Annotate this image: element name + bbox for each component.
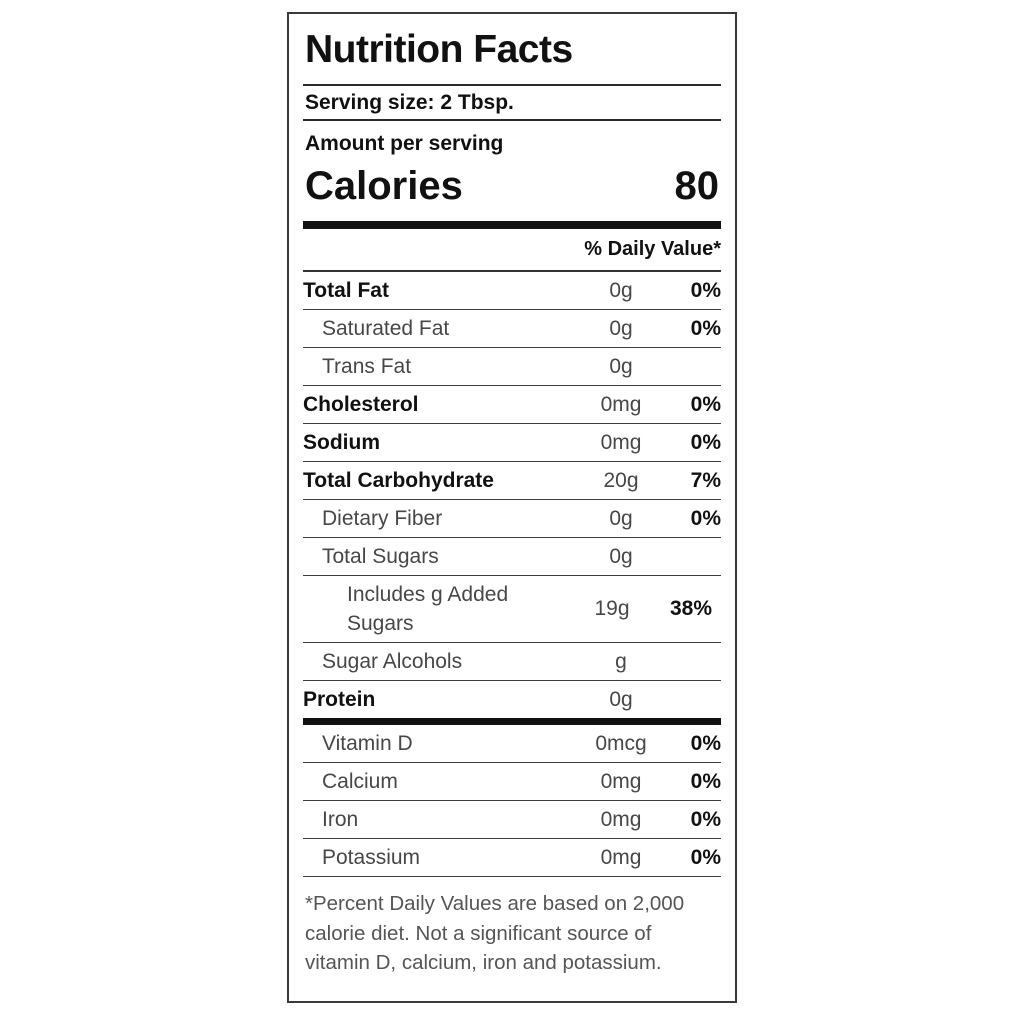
nutrient-name: Saturated Fat [322,316,450,340]
footnote: *Percent Daily Values are based on 2,000… [305,892,685,974]
nutrient-amount: 0g [609,354,633,378]
row-sodium: Sodium 0mg 0% [303,424,721,462]
row-calcium: Calcium 0mg 0% [303,763,721,801]
nutrient-name: Sodium [303,430,380,454]
nutrient-daily-value: 0% [690,845,721,869]
calories-label: Calories [305,164,463,208]
row-protein: Protein 0g [303,681,721,718]
nutrient-name: Calcium [322,769,398,793]
row-total-fat: Total Fat 0g 0% [303,272,721,310]
nutrient-amount: 0g [609,544,633,568]
nutrient-amount: 0g [609,316,633,340]
nutrient-amount: 0mg [600,769,642,793]
nutrient-name: Vitamin D [322,731,413,755]
row-total-carbohydrate: Total Carbohydrate 20g 7% [303,462,721,500]
row-dietary-fiber: Dietary Fiber 0g 0% [303,500,721,538]
nutrient-amount: 0mg [600,807,642,831]
nutrient-amount: g [615,649,627,673]
nutrient-daily-value: 0% [690,769,721,793]
nutrient-daily-value: 0% [690,278,721,302]
nutrient-name: Trans Fat [322,354,412,378]
nutrient-daily-value: 0% [690,807,721,831]
nutrient-daily-value: 7% [690,468,721,492]
nutrient-daily-value: 0% [690,731,721,755]
row-iron: Iron 0mg 0% [303,801,721,839]
nutrient-daily-value: 0% [690,316,721,340]
nutrient-amount: 0mg [600,430,642,454]
nutrient-amount: 0g [609,506,633,530]
nutrient-amount: 0mg [600,845,642,869]
label-title: Nutrition Facts [303,14,721,86]
nutrient-name: Protein [303,687,376,711]
nutrient-name: Potassium [322,845,421,869]
nutrient-name: Includes g Added Sugars [347,583,509,635]
nutrient-daily-value: 0% [690,392,721,416]
row-total-sugars: Total Sugars 0g [303,538,721,576]
nutrient-amount: 0mg [600,392,642,416]
row-added-sugars: Includes g Added Sugars 19g 38% [303,576,721,643]
nutrient-amount: 19g [594,597,630,620]
amount-per-serving: Amount per serving [305,132,504,155]
thick-divider-top [303,221,721,229]
nutrient-amount: 0mcg [595,731,647,755]
nutrient-amount: 20g [603,468,639,492]
nutrient-amount: 0g [609,278,633,302]
nutrient-name: Total Fat [303,278,389,302]
nutrient-name: Cholesterol [303,392,419,416]
nutrient-name: Total Carbohydrate [303,468,494,492]
nutrient-daily-value: 0% [690,506,721,530]
row-sugar-alcohols: Sugar Alcohols g [303,643,721,681]
nutrient-name: Sugar Alcohols [322,649,463,673]
row-saturated-fat: Saturated Fat 0g 0% [303,310,721,348]
daily-value-header: % Daily Value* [303,229,721,272]
thick-divider-bottom [303,718,721,725]
nutrition-facts-label: Nutrition Facts Serving size: 2 Tbsp. Am… [287,12,737,1003]
nutrient-daily-value: 0% [690,430,721,454]
calories-row: Calories 80 [303,156,721,221]
nutrient-name: Total Sugars [322,544,439,568]
serving-size: Serving size: 2 Tbsp. [303,86,721,121]
nutrient-amount: 0g [609,687,633,711]
row-potassium: Potassium 0mg 0% [303,839,721,877]
row-vitamin-d: Vitamin D 0mcg 0% [303,725,721,763]
row-cholesterol: Cholesterol 0mg 0% [303,386,721,424]
nutrient-daily-value: 38% [669,597,712,620]
calories-value: 80 [674,164,720,208]
row-trans-fat: Trans Fat 0g [303,348,721,386]
nutrient-name: Iron [322,807,359,831]
nutrient-name: Dietary Fiber [322,506,443,530]
